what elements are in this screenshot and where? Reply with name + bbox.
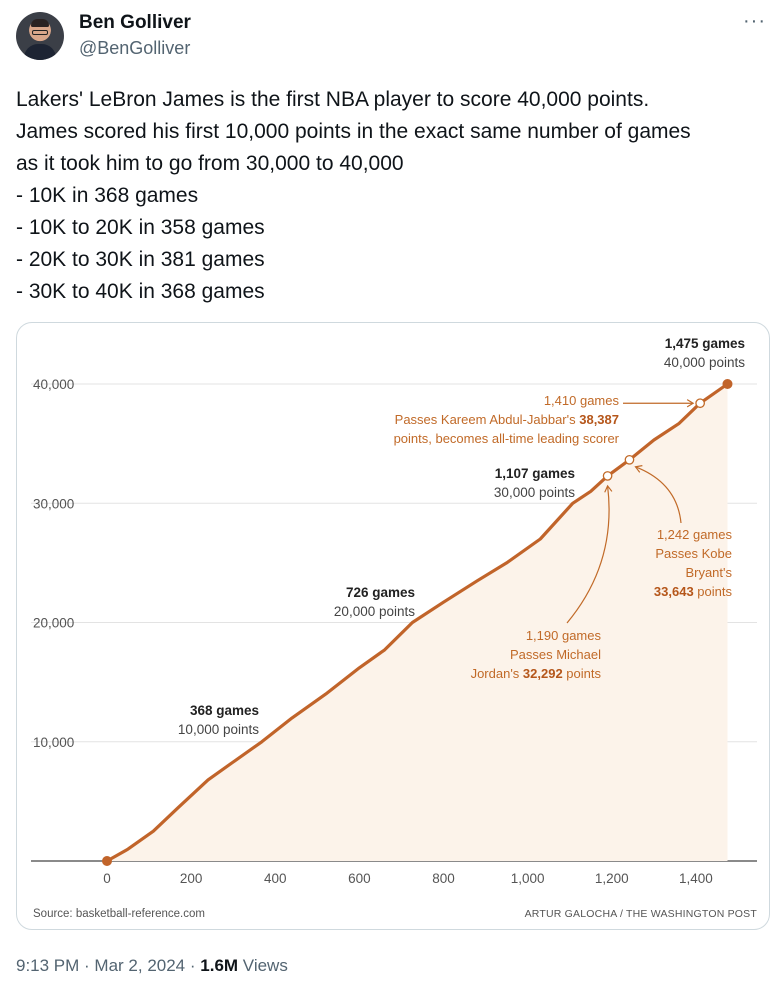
y-tick-label: 10,000 bbox=[33, 735, 74, 750]
y-tick-label: 40,000 bbox=[33, 377, 74, 392]
chart-image-card[interactable]: 10,000 20,000 30,000 40,000 0 200 400 600 800 1,… bbox=[16, 322, 770, 930]
author-handle[interactable]: @BenGolliver bbox=[79, 38, 191, 58]
tweet-time[interactable]: 9:13 PM bbox=[16, 956, 80, 975]
views-label: Views bbox=[238, 956, 288, 975]
jordan-arrow bbox=[566, 485, 610, 624]
x-tick-label: 1,000 bbox=[511, 871, 545, 886]
kareem-marker bbox=[695, 398, 705, 409]
callout-kareem-text-2: points, becomes all-time leading scorer bbox=[394, 431, 620, 446]
milestone-label-30k-games: 1,107 games bbox=[495, 466, 575, 481]
chart-markers bbox=[102, 379, 733, 866]
milestone-label-10k-games: 368 games bbox=[190, 703, 259, 718]
more-options-icon[interactable]: ··· bbox=[743, 10, 766, 32]
milestone-label-10k-points: 10,000 points bbox=[178, 722, 259, 737]
callout-jordan-text-2: Jordan's 32,292 points bbox=[471, 666, 602, 681]
milestone-label-20k-points: 20,000 points bbox=[334, 604, 415, 619]
x-tick-label: 400 bbox=[264, 871, 287, 886]
callout-kobe-games: 1,242 games bbox=[657, 527, 733, 542]
kobe-arrow bbox=[635, 466, 682, 524]
x-tick-label: 1,400 bbox=[679, 871, 713, 886]
kobe-marker bbox=[624, 454, 635, 465]
callout-jordan-text: Passes Michael bbox=[510, 647, 601, 662]
author-name[interactable]: Ben Golliver bbox=[79, 12, 191, 33]
tweet-text: Lakers' LeBron James is the first NBA pl… bbox=[16, 84, 768, 308]
scoring-line bbox=[106, 382, 729, 863]
tweet-line: - 10K to 20K in 358 games bbox=[16, 216, 265, 239]
callout-kareem-games: 1,410 games bbox=[544, 393, 620, 408]
y-axis-ticks: 10,000 20,000 30,000 40,000 bbox=[33, 377, 74, 750]
chart-source: Source: basketball-reference.com bbox=[33, 908, 205, 920]
arrowhead bbox=[634, 465, 643, 473]
x-tick-label: 600 bbox=[348, 871, 371, 886]
tweet-line: Lakers' LeBron James is the first NBA pl… bbox=[16, 88, 650, 111]
callout-kareem-text: Passes Kareem Abdul-Jabbar's 38,387 bbox=[395, 412, 619, 427]
avatar[interactable] bbox=[16, 12, 64, 60]
x-tick-label: 200 bbox=[180, 871, 203, 886]
jordan-marker bbox=[602, 471, 613, 481]
x-tick-label: 0 bbox=[103, 871, 111, 886]
milestone-label-30k-points: 30,000 points bbox=[494, 485, 575, 500]
tweet-footer: 9:13 PM · Mar 2, 2024 · 1.6M Views bbox=[16, 956, 288, 975]
milestone-label-40k-points: 40,000 points bbox=[664, 355, 745, 370]
tweet-line: - 20K to 30K in 381 games bbox=[16, 248, 265, 271]
end-point bbox=[722, 379, 733, 389]
callout-arrows bbox=[566, 399, 695, 624]
tweet-line: - 10K in 368 games bbox=[16, 184, 199, 207]
x-axis-ticks: 0 200 400 600 800 1,000 1,200 1,400 bbox=[103, 871, 713, 886]
tweet-line: James scored his first 10,000 points in … bbox=[16, 120, 691, 143]
views-count[interactable]: 1.6M bbox=[200, 956, 239, 975]
tweet-line: - 30K to 40K in 368 games bbox=[16, 280, 265, 303]
y-tick-label: 30,000 bbox=[33, 496, 74, 511]
milestone-label-40k-games: 1,475 games bbox=[665, 336, 745, 351]
callout-jordan-games: 1,190 games bbox=[526, 628, 602, 643]
tweet-date[interactable]: Mar 2, 2024 bbox=[94, 956, 186, 975]
callout-kobe-text-3: 33,643 points bbox=[654, 584, 733, 599]
arrowhead bbox=[686, 399, 695, 408]
tweet-line: as it took him to go from 30,000 to 40,0… bbox=[16, 152, 404, 175]
callout-kobe-text-2: Bryant's bbox=[685, 565, 732, 580]
start-point bbox=[102, 856, 112, 866]
milestone-label-20k-games: 726 games bbox=[346, 585, 415, 600]
x-tick-label: 1,200 bbox=[595, 871, 629, 886]
arrowhead bbox=[604, 484, 613, 493]
tweet-header: Ben Golliver @BenGolliver ··· bbox=[16, 10, 766, 66]
x-tick-label: 800 bbox=[432, 871, 455, 886]
chart-credit: ARTUR GALOCHA / THE WASHINGTON POST bbox=[525, 908, 758, 920]
points-chart: 10,000 20,000 30,000 40,000 0 200 400 600 800 1,… bbox=[31, 336, 758, 920]
y-tick-label: 20,000 bbox=[33, 616, 74, 631]
callout-kobe-text: Passes Kobe bbox=[655, 546, 732, 561]
